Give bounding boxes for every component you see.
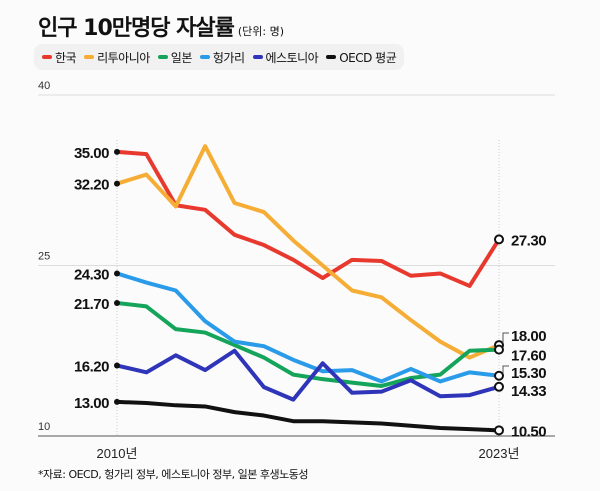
legend-item: OECD 평균 [326,49,397,66]
series-리투아니아: 32.20 18.00 [74,144,547,360]
end-value-label: 14.33 [511,383,546,400]
start-marker [114,300,120,307]
y-tick-label: 40 [38,80,50,92]
legend-label: OECD 평균 [339,50,397,65]
start-marker [114,180,120,187]
series-line [116,271,500,384]
series-line [116,348,500,402]
legend-swatch [326,55,337,59]
y-tick-label: 10 [38,421,50,433]
start-marker [114,398,120,405]
end-value-label: 15.30 [511,365,546,382]
series-line [116,144,500,360]
start-value-label: 13.00 [74,395,109,412]
source-footnote: *자료: OECD, 헝가리 정부, 에스토니아 정부, 일본 후생노동성 [38,468,308,481]
end-marker [494,234,504,245]
start-value-label: 24.30 [74,266,109,283]
start-value-label: 35.00 [74,145,109,162]
legend-label: 리투아니아 [97,50,150,65]
legend-swatch [157,55,168,59]
end-marker [494,425,504,436]
legend-swatch [84,55,95,59]
title-text: 인구 10만명당 자살률 [38,16,235,41]
legend-label: 일본 [170,50,193,65]
start-value-label: 21.70 [74,296,109,313]
legend-item: 리투아니아 [84,49,150,66]
start-value-label: 16.20 [74,359,109,376]
series-헝가리: 24.30 15.30 [74,266,547,384]
end-value-label: 18.00 [511,328,546,345]
legend-item: 헝가리 [199,49,245,66]
leader-line [502,365,509,373]
legend-swatch [42,55,52,59]
end-marker [494,370,504,381]
unit-label: (단위: 명) [237,25,285,38]
legend-swatch [199,55,210,59]
series-한국: 35.00 27.30 [74,145,547,288]
end-marker [494,381,504,392]
start-marker [114,270,120,277]
legend-label: 에스토니아 [265,50,319,65]
series-OECD 평균: 13.00 10.50 [74,395,547,440]
end-value-label: 10.50 [511,423,546,440]
series-line [116,301,500,388]
start-marker [114,362,120,369]
end-marker [494,344,504,355]
chart-title: 인구 10만명당 자살률 (단위: 명) [38,10,284,42]
series-일본: 21.70 17.60 [74,296,547,388]
legend-item: 에스토니아 [252,49,319,66]
legend-label: 한국 [55,50,77,65]
x-tick-label: 2010년 [97,446,138,461]
legend: 한국 리투아니아 일본 헝가리 에스토니아 OECD 평균 [34,44,405,70]
end-value-label: 17.60 [511,348,546,365]
legend-label: 헝가리 [212,50,245,65]
series-에스토니아: 16.20 14.33 [74,348,547,402]
y-tick-label: 25 [38,251,50,263]
end-value-label: 27.30 [511,232,546,249]
legend-swatch [252,55,263,59]
start-value-label: 32.20 [74,177,109,194]
start-marker [114,148,120,155]
x-tick-label: 2023년 [479,446,520,461]
legend-item: 일본 [157,49,193,66]
leader-line [502,332,509,343]
series-line [116,399,500,433]
series-line [116,149,501,288]
legend-item: 한국 [42,49,77,66]
